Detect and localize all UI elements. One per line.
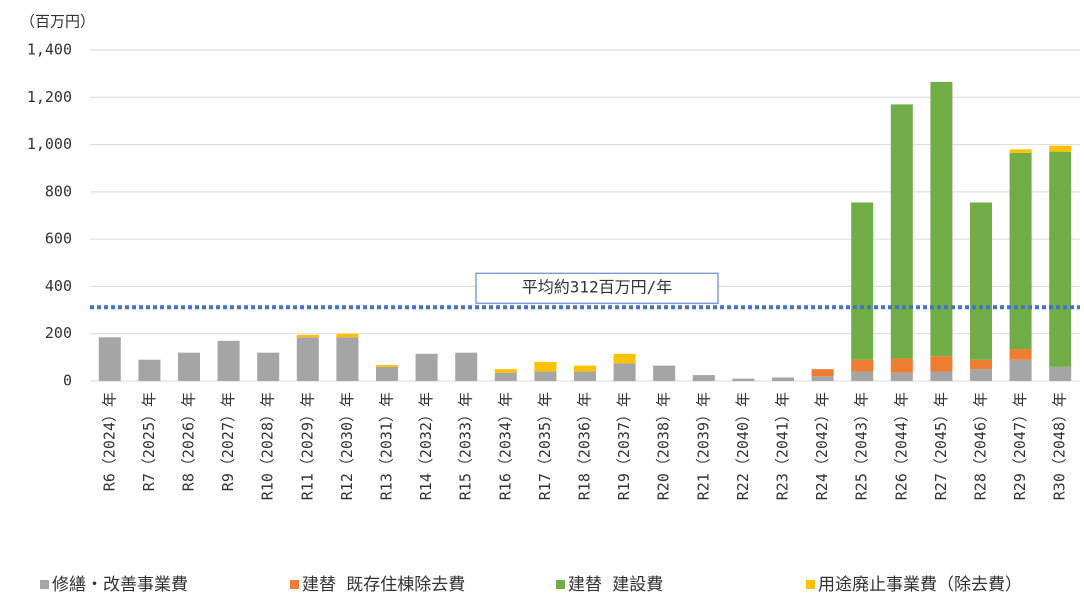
bar-segment <box>1049 145 1072 152</box>
bar-segment <box>574 365 596 372</box>
y-unit-label: （百万円） <box>20 13 95 31</box>
x-tick-label: R7（2025）年 <box>140 392 158 491</box>
legend-marker <box>556 580 565 589</box>
bar-segment <box>296 334 319 338</box>
y-tick-label: 600 <box>45 230 72 248</box>
bar-segment <box>376 366 398 381</box>
legend-marker <box>806 580 815 589</box>
bar-segment <box>811 369 834 377</box>
bar-segment <box>138 359 161 381</box>
x-tick-label: R17（2035）年 <box>536 392 554 500</box>
bar-segment <box>970 369 992 381</box>
bar-segment <box>890 104 913 359</box>
x-tick-label: R6（2024）年 <box>100 392 118 491</box>
annotation: 平均約312百万円/年 <box>522 278 673 297</box>
legend-label: 建替 既存住棟除去費 <box>302 575 465 595</box>
legend-label: 修繕・改善事業費 <box>52 575 188 595</box>
bar-segment <box>455 352 478 381</box>
bar-segment <box>930 356 953 372</box>
x-tick-label: R11（2029）年 <box>298 392 316 500</box>
y-tick-label: 800 <box>45 182 72 200</box>
x-tick-label: R19（2037）年 <box>615 392 633 500</box>
x-tick-label: R25（2043）年 <box>853 392 871 500</box>
x-tick-label: R29（2047）年 <box>1011 392 1029 500</box>
x-tick-label: R16（2034）年 <box>496 392 514 500</box>
bar-segment <box>851 202 874 360</box>
x-tick-label: R14（2032）年 <box>417 392 435 500</box>
bar-segment <box>217 340 240 381</box>
bar-segment <box>732 378 755 381</box>
bar-segment <box>534 371 557 381</box>
bar-segment <box>890 358 913 373</box>
bar-segment <box>970 359 992 370</box>
bar-segment <box>1009 149 1032 153</box>
bar-segment <box>613 363 636 381</box>
bar-segment <box>970 202 992 360</box>
x-tick-label: R20（2038）年 <box>655 392 673 500</box>
x-tick-label: R21（2039）年 <box>694 392 712 500</box>
bar-segment <box>930 81 953 357</box>
x-tick-label: R9（2027）年 <box>219 392 237 491</box>
x-tick-label: R22（2040）年 <box>734 392 752 500</box>
bar-segment <box>296 337 319 381</box>
bar-segment <box>257 352 280 381</box>
x-tick-label: R26（2044）年 <box>892 392 910 500</box>
x-tick-label: R27（2045）年 <box>932 392 950 500</box>
bar-segment <box>574 371 596 381</box>
bar-segment <box>415 353 438 381</box>
bar-segment <box>613 353 636 364</box>
x-tick-label: R30（2048）年 <box>1051 392 1069 500</box>
x-tick-label: R12（2030）年 <box>338 392 356 500</box>
bar-segment <box>692 375 715 381</box>
x-tick-label: R10（2028）年 <box>259 392 277 500</box>
y-tick-label: 200 <box>45 324 72 342</box>
x-tick-label: R15（2033）年 <box>457 392 475 500</box>
x-tick-label: R8（2026）年 <box>180 392 198 491</box>
bar-segment <box>534 362 557 372</box>
bar-segment <box>1049 366 1072 381</box>
bar-segment <box>811 376 834 381</box>
bar-segment <box>336 333 359 338</box>
legend-marker <box>290 580 299 589</box>
bar-segment <box>494 372 517 381</box>
annotation-box <box>475 272 719 304</box>
x-tick-label: R28（2046）年 <box>972 392 990 500</box>
bar-segment <box>1009 349 1032 360</box>
x-tick-label: R23（2041）年 <box>774 392 792 500</box>
bar-segment <box>653 365 676 381</box>
bar-segment <box>851 359 874 372</box>
bar-segment <box>1049 151 1072 367</box>
x-tick-label: R24（2042）年 <box>813 392 831 500</box>
bar-segment <box>98 337 121 381</box>
x-tick-label: R18（2036）年 <box>576 392 594 500</box>
bar-segment <box>1009 152 1032 350</box>
legend-label: 建替 建設費 <box>568 575 663 595</box>
legend-marker <box>40 580 49 589</box>
y-tick-label: 1,200 <box>27 88 72 106</box>
bar-segment <box>494 369 517 373</box>
bar-segment <box>772 377 794 381</box>
bar-segment <box>890 372 913 381</box>
bar-segment <box>851 371 874 381</box>
legend-label: 用途廃止事業費（除去費） <box>818 575 1022 595</box>
y-tick-label: 1,400 <box>27 41 72 59</box>
y-tick-label: 400 <box>45 277 72 295</box>
bar-segment <box>336 337 359 381</box>
x-tick-label: R13（2031）年 <box>378 392 396 500</box>
bar-segment <box>376 364 398 367</box>
bar-segment <box>178 352 200 381</box>
bar-segment <box>930 371 953 381</box>
y-tick-label: 1,000 <box>27 135 72 153</box>
bar-segment <box>1009 359 1032 381</box>
y-tick-label: 0 <box>63 372 72 390</box>
